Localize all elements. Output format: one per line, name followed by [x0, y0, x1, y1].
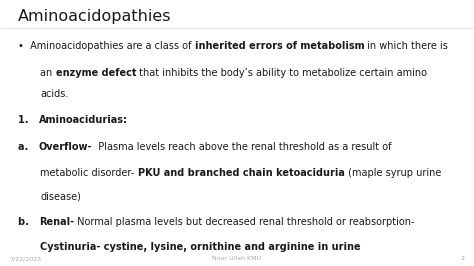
Text: Aminoacidurias:: Aminoacidurias: [39, 115, 128, 125]
Text: a.: a. [18, 142, 38, 152]
Text: inherited errors of metabolism: inherited errors of metabolism [194, 41, 364, 51]
Text: 2: 2 [461, 256, 465, 261]
Text: an: an [40, 68, 55, 78]
Text: Noor Ullah KMU: Noor Ullah KMU [212, 256, 262, 261]
Text: Normal plasma levels but decreased renal threshold or reabsorption-: Normal plasma levels but decreased renal… [74, 217, 415, 227]
Text: 7/22/2023: 7/22/2023 [9, 256, 42, 261]
Text: PKU and branched chain ketoaciduria: PKU and branched chain ketoaciduria [137, 168, 345, 178]
Text: •  Aminoacidopathies are a class of: • Aminoacidopathies are a class of [18, 41, 194, 51]
Text: Plasma levels reach above the renal threshold as a result of: Plasma levels reach above the renal thre… [92, 142, 392, 152]
Text: Overflow-: Overflow- [38, 142, 92, 152]
Text: that inhibits the body’s ability to metabolize certain amino: that inhibits the body’s ability to meta… [136, 68, 427, 78]
Text: Aminoacidopathies: Aminoacidopathies [18, 9, 172, 24]
Text: enzyme defect: enzyme defect [55, 68, 136, 78]
Text: in which there is: in which there is [364, 41, 448, 51]
Text: Cystinuria- cystine, lysine, ornithine and arginine in urine: Cystinuria- cystine, lysine, ornithine a… [40, 242, 361, 252]
Text: (maple syrup urine: (maple syrup urine [345, 168, 441, 178]
Text: metabolic disorder-: metabolic disorder- [40, 168, 137, 178]
Text: disease): disease) [40, 192, 81, 202]
Text: b.: b. [18, 217, 39, 227]
Text: 1.: 1. [18, 115, 39, 125]
Text: acids.: acids. [40, 89, 69, 99]
Text: Renal-: Renal- [39, 217, 74, 227]
